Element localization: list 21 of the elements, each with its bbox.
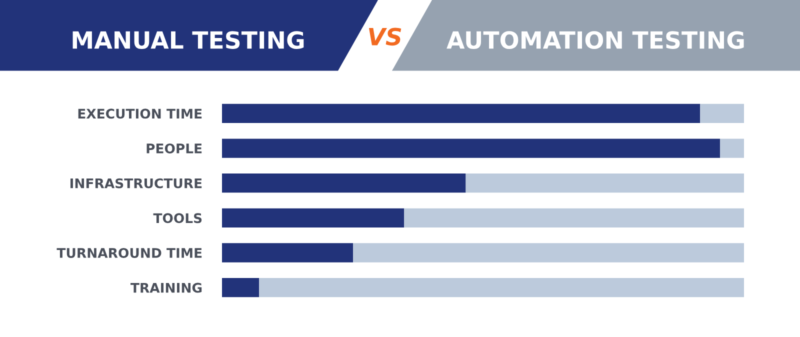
- bar: [466, 174, 744, 193]
- y-tick-label: PEOPLE: [146, 144, 202, 154]
- bar: [222, 278, 260, 298]
- y-tick-label: TURNAROUND TIME: [56, 248, 202, 258]
- text: VS: [368, 28, 402, 46]
- y-tick-label: TOOLS: [153, 213, 202, 224]
- bar: [222, 104, 700, 124]
- y-tick-label: INFRASTRUCTURE: [70, 178, 202, 188]
- bar: [222, 174, 466, 193]
- bar: [222, 138, 720, 158]
- text: AUTOMATION TESTING: [446, 31, 744, 49]
- bar: [222, 208, 404, 228]
- y-tick-label: TRAINING: [130, 282, 202, 293]
- bar: [720, 138, 744, 158]
- bar: [259, 278, 744, 298]
- y-tick-label: EXECUTION TIME: [78, 108, 202, 119]
- text: MANUAL TESTING: [72, 31, 304, 49]
- bar: [700, 104, 744, 124]
- bar: [353, 243, 744, 262]
- bar: [404, 208, 744, 228]
- bar: [222, 243, 354, 262]
